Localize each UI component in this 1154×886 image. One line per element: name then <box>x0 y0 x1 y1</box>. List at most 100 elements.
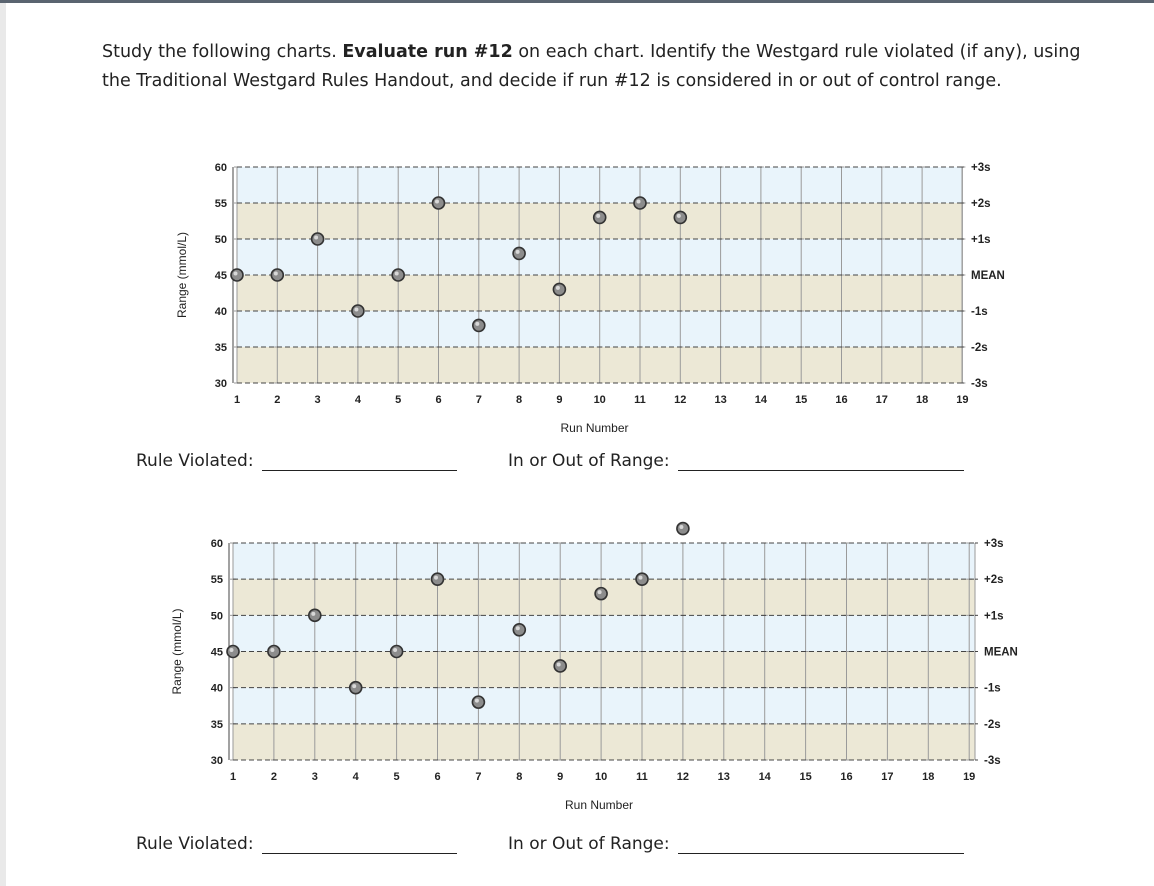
window-top-bar <box>0 0 1154 3</box>
y-axis-label: Range (mmol/L) <box>175 232 189 318</box>
rule-violated-blank[interactable] <box>261 835 457 854</box>
x-tick-label: 7 <box>476 394 482 406</box>
x-tick-label: 9 <box>556 394 562 406</box>
y-tick-label: 40 <box>215 306 227 318</box>
x-tick-label: 4 <box>355 394 362 406</box>
x-tick-label: 5 <box>395 394 401 406</box>
data-point-highlight <box>636 199 641 204</box>
x-tick-label: 8 <box>516 771 522 783</box>
sd-band <box>233 615 975 652</box>
data-point <box>512 246 526 261</box>
sd-label: +2s <box>984 574 1004 586</box>
data-point <box>389 644 404 659</box>
x-tick-label: 4 <box>353 771 360 783</box>
in-out-range-label: In or Out of Range: <box>508 834 670 854</box>
data-point-highlight <box>435 199 439 204</box>
data-point <box>552 282 567 297</box>
x-tick-label: 11 <box>634 394 646 406</box>
y-tick-label: 50 <box>215 234 227 246</box>
instructions-bold: Evaluate run #12 <box>342 42 513 62</box>
x-axis-label: Run Number <box>565 798 633 812</box>
x-tick-label: 2 <box>271 771 277 783</box>
data-point-highlight <box>679 525 684 530</box>
x-tick-label: 12 <box>674 394 686 406</box>
sd-label: -2s <box>971 342 988 354</box>
data-point-highlight <box>597 590 602 595</box>
x-tick-label: 12 <box>677 771 689 783</box>
y-tick-label: 30 <box>215 378 227 390</box>
answer-row-1: Rule Violated: <box>136 451 457 471</box>
data-point-highlight <box>394 271 399 276</box>
plot-area <box>228 542 976 761</box>
in-out-range-blank[interactable] <box>678 835 965 854</box>
y-tick-label: 35 <box>211 719 223 731</box>
x-tick-label: 8 <box>516 394 522 406</box>
y-tick-label: 30 <box>211 755 223 767</box>
sd-label: -3s <box>984 755 1001 767</box>
x-tick-label: 6 <box>435 394 441 406</box>
x-tick-label: 10 <box>594 394 606 406</box>
sd-label: +3s <box>984 538 1004 550</box>
data-point <box>592 210 607 225</box>
data-point <box>633 196 647 210</box>
data-point <box>307 608 322 623</box>
data-point-highlight <box>273 271 278 276</box>
sd-band <box>233 723 975 760</box>
x-tick-label: 18 <box>922 771 934 783</box>
sd-label: -1s <box>984 683 1001 695</box>
in-out-range-label: In or Out of Range: <box>508 451 670 471</box>
data-point-highlight <box>676 213 681 218</box>
data-point <box>270 268 285 282</box>
data-point-highlight <box>475 321 480 326</box>
data-point <box>430 572 445 586</box>
instructions-paragraph: Study the following charts. Evaluate run… <box>102 38 1102 96</box>
rule-violated-blank[interactable] <box>261 452 457 471</box>
x-tick-label: 19 <box>956 394 968 406</box>
x-tick-label: 11 <box>636 771 648 783</box>
y-tick-label: 35 <box>215 342 227 354</box>
x-axis-label: Run Number <box>560 421 628 435</box>
y-tick-label: 55 <box>211 574 223 586</box>
y-tick-label: 40 <box>211 683 223 695</box>
data-point-highlight <box>515 249 520 254</box>
x-tick-label: 3 <box>315 394 321 406</box>
y-tick-label: 55 <box>215 198 227 210</box>
sd-band <box>233 687 975 724</box>
data-point-highlight <box>556 662 561 667</box>
data-point <box>226 644 240 659</box>
instructions-text-1: Study the following charts. <box>102 42 343 62</box>
data-point-highlight <box>314 235 319 240</box>
sd-label: +3s <box>971 162 991 174</box>
x-tick-label: 17 <box>876 394 888 406</box>
in-out-range-blank[interactable] <box>678 452 965 471</box>
sd-label: -1s <box>971 306 988 318</box>
sd-label: -2s <box>984 719 1001 731</box>
answer-row-1-range: In or Out of Range: <box>508 451 965 471</box>
data-point <box>267 644 281 659</box>
x-tick-label: 10 <box>595 771 607 783</box>
x-tick-label: 15 <box>795 394 807 406</box>
x-tick-label: 3 <box>312 771 318 783</box>
rule-violated-label: Rule Violated: <box>136 451 254 471</box>
x-tick-label: 15 <box>799 771 811 783</box>
sd-label: MEAN <box>971 270 1005 282</box>
data-point <box>391 268 406 282</box>
x-tick-label: 16 <box>840 771 852 783</box>
data-point <box>635 572 649 586</box>
answer-row-2: Rule Violated: <box>136 834 457 854</box>
data-point-highlight <box>596 213 601 218</box>
x-tick-label: 9 <box>557 771 563 783</box>
x-tick-label: 16 <box>835 394 847 406</box>
sd-label: +1s <box>984 610 1004 622</box>
data-point-highlight <box>229 648 234 652</box>
sd-label: +2s <box>971 198 991 210</box>
data-point-highlight <box>352 684 357 689</box>
sd-label: -3s <box>971 378 988 390</box>
data-point-highlight <box>311 611 316 616</box>
data-point-highlight <box>474 698 479 703</box>
data-point-highlight <box>354 307 359 312</box>
data-point <box>431 196 446 210</box>
page-left-margin <box>0 3 6 886</box>
data-point <box>230 268 244 282</box>
sd-band <box>233 543 975 580</box>
